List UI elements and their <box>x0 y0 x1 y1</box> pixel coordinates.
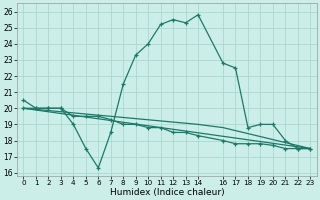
X-axis label: Humidex (Indice chaleur): Humidex (Indice chaleur) <box>109 188 224 197</box>
